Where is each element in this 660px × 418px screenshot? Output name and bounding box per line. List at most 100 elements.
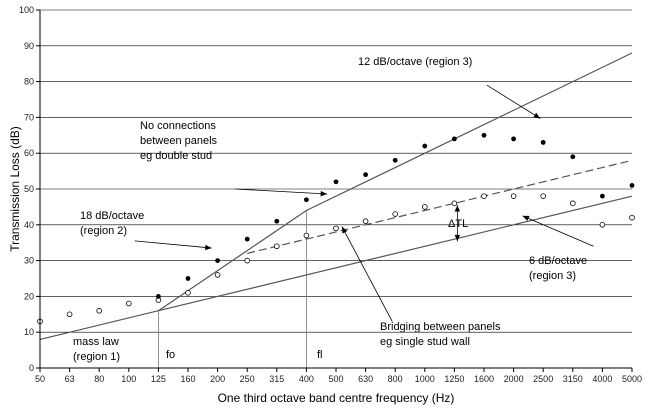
x-tick-label: 2000 [504,374,524,384]
open-circle-point [569,200,576,207]
x-tick-label: 1000 [415,374,435,384]
arrow-6db-octave [522,215,594,247]
x-tick-label: 50 [35,374,45,384]
open-circle-point [421,204,428,210]
x-tick-label: 100 [121,374,136,384]
x-tick-label: 80 [94,374,104,384]
annotation-mass-law-1: mass law [73,336,119,348]
open-circle-point [214,272,221,278]
label-fo: fo [166,349,175,361]
open-circle-point [451,200,458,207]
x-axis-ticks: 50 63 80 100 125 160 200 250 315 400 500 630 800 1000… [35,368,642,384]
label-fl: fl [317,349,323,361]
line-double-stud-prediction [158,52,633,312]
filled-circle-point [570,154,576,160]
y-tick-label: 70 [24,112,34,122]
x-tick-label: 315 [269,374,284,384]
open-circle-point [392,211,399,217]
annotation-delta-tl: ΔTL [448,218,468,230]
open-circle-point [481,193,487,199]
arrow-18db-octave-head [205,244,212,251]
annotation-12db-octave: 12 dB/octave (region 3) [358,56,472,68]
y-gridlines [40,9,632,333]
filled-circle-point [244,236,250,242]
open-circle-point [599,222,606,228]
x-tick-label: 1600 [474,374,494,384]
x-tick-label: 125 [151,374,166,384]
y-axis-title: Transmission Loss (dB) [8,126,22,252]
filled-circle-point [392,157,398,163]
arrow-bridging [341,226,393,322]
arrow-12db-octave-head [533,112,541,119]
annotation-6db-octave-1: 6 dB/octave [529,255,587,267]
annotation-bridging-2: eg single stud wall [380,336,470,348]
x-tick-label: 160 [180,374,195,384]
annotation-no-connections-1: No connections [140,120,216,132]
annotation-6db-octave-2: (region 3) [529,270,576,282]
filled-circle-point [481,132,487,138]
filled-circle-point [333,179,339,185]
x-tick-label: 2500 [533,374,553,384]
x-tick-label: 800 [388,374,403,384]
filled-circle-point [422,143,428,149]
y-axis-ticks: 0 10 20 30 40 50 60 70 80 90 100 [19,5,40,373]
annotation-18db-octave-2: (region 2) [80,225,127,237]
arrow-delta-tl-head [454,205,461,212]
open-circle-point [333,225,339,232]
y-tick-label: 90 [24,41,34,51]
x-tick-label: 1250 [444,374,464,384]
annotation-no-connections-3: eg double stud [140,150,212,162]
y-tick-label: 30 [24,256,34,266]
y-tick-label: 80 [24,77,34,87]
arrow-18db-octave [134,240,212,249]
x-tick-label: 500 [328,374,343,384]
open-circle-point [126,300,132,307]
arrow-12db-octave [486,84,541,119]
x-tick-label: 3150 [563,374,583,384]
x-tick-label: 4000 [592,374,612,384]
annotation-bridging-1: Bridging between panels [380,321,501,333]
y-tick-label: 20 [24,291,34,301]
filled-circle-point [600,193,605,199]
arrow-delta-tl-head [454,234,461,242]
filled-circle-point [274,218,280,224]
open-circle-point [96,307,102,314]
filled-circle-point [215,258,221,263]
annotation-mass-law-2: (region 1) [73,351,120,363]
filled-circle-point [185,276,191,281]
filled-circle-point [452,136,457,142]
y-tick-label: 0 [29,363,34,373]
y-tick-label: 100 [19,5,34,15]
x-tick-label: 200 [210,374,225,384]
open-circle-point [66,311,73,318]
annotation-no-connections-2: between panels [140,135,218,147]
open-circle-point [540,193,546,199]
filled-circle-point [156,294,161,299]
open-circle-point [362,218,369,225]
x-tick-label: 5000 [622,374,642,384]
filled-circle-point [629,183,635,188]
y-tick-label: 50 [24,184,34,194]
x-tick-label: 250 [240,374,255,384]
open-circle-point [303,232,310,239]
arrow-no-connections-head [320,190,328,197]
arrow-bridging-head [341,226,348,234]
y-tick-label: 40 [24,220,34,230]
annotation-18db-octave-1: 18 dB/octave [80,210,144,222]
annotation-arrows [134,84,594,322]
open-circle-point [185,290,191,296]
open-circle-point [510,193,517,199]
open-circle-point [629,214,635,221]
y-tick-label: 10 [24,327,34,337]
x-tick-label: 400 [299,374,314,384]
arrow-no-connections [235,188,328,195]
y-tick-label: 60 [24,148,34,158]
frequency-markers [157,210,307,368]
filled-circle-point [363,172,368,178]
open-circle-point [273,243,280,250]
x-tick-label: 63 [65,374,75,384]
filled-circle-point [540,140,546,145]
filled-circle-point [304,197,309,203]
data-points [37,132,635,325]
